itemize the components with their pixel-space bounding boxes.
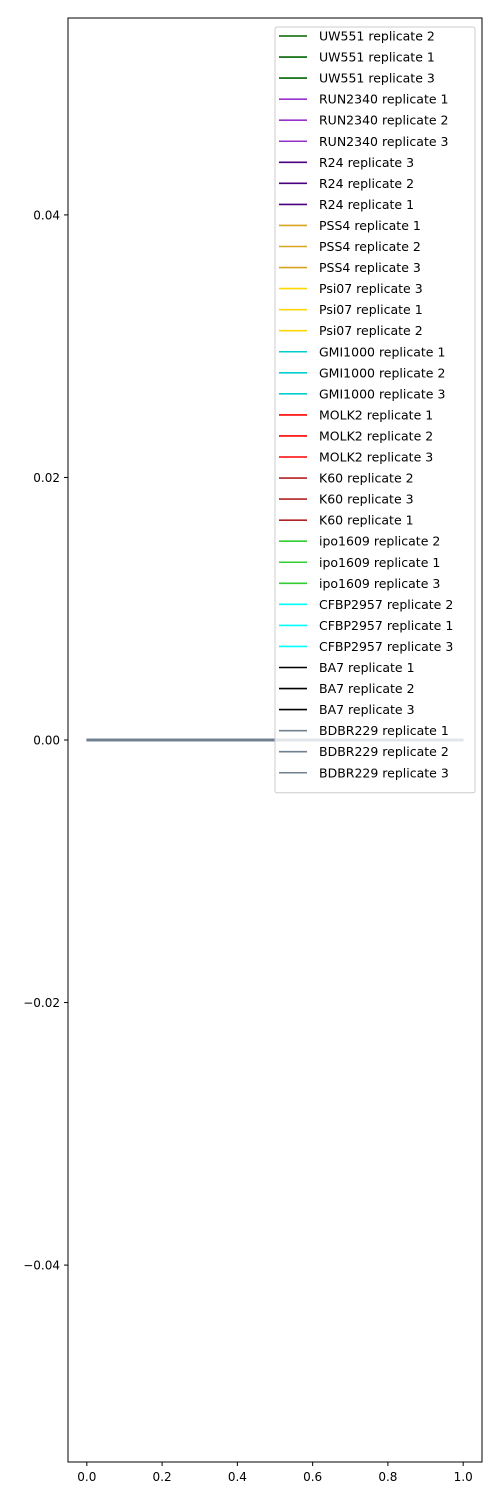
- legend-label: UW551 replicate 3: [319, 71, 435, 86]
- x-tick-label: 1.0: [454, 1470, 473, 1484]
- y-tick-label: −0.02: [23, 996, 60, 1010]
- legend-label: BA7 replicate 2: [319, 681, 415, 696]
- legend-label: R24 replicate 1: [319, 197, 414, 212]
- legend-label: RUN2340 replicate 2: [319, 113, 448, 128]
- legend: UW551 replicate 2 UW551 replicate 1 UW551 …: [274, 26, 476, 794]
- legend-label: BA7 replicate 1: [319, 660, 415, 675]
- legend-label: CFBP2957 replicate 1: [319, 618, 453, 633]
- y-tick-label: 0.02: [33, 471, 60, 485]
- x-axis-ticks: 0.0 0.2 0.4 0.6 0.8 1.0: [77, 1462, 473, 1484]
- x-tick-label: 0.8: [378, 1470, 397, 1484]
- legend-label: ipo1609 replicate 1: [319, 555, 440, 570]
- legend-label: K60 replicate 1: [319, 513, 414, 528]
- legend-label: BDBR229 replicate 2: [319, 744, 449, 759]
- legend-label: ipo1609 replicate 2: [319, 534, 440, 549]
- legend-label: R24 replicate 3: [319, 155, 414, 170]
- y-tick-label: −0.04: [23, 1259, 60, 1273]
- y-axis-ticks: −0.04 −0.02 0.00 0.02 0.04: [23, 208, 68, 1273]
- legend-box: [274, 26, 476, 794]
- legend-label: ipo1609 replicate 3: [319, 576, 440, 591]
- x-tick-label: 0.6: [303, 1470, 322, 1484]
- legend-label: BDBR229 replicate 1: [319, 723, 449, 738]
- legend-label: RUN2340 replicate 1: [319, 92, 448, 107]
- legend-label: Psi07 replicate 3: [319, 281, 423, 296]
- legend-label: Psi07 replicate 2: [319, 323, 423, 338]
- x-tick-label: 0.0: [77, 1470, 96, 1484]
- legend-label: MOLK2 replicate 3: [319, 450, 433, 465]
- legend-label: K60 replicate 3: [319, 492, 414, 507]
- legend-label: GMI1000 replicate 1: [319, 344, 445, 359]
- y-tick-label: 0.00: [33, 734, 60, 748]
- legend-label: UW551 replicate 1: [319, 50, 435, 65]
- legend-label: UW551 replicate 2: [319, 29, 435, 44]
- x-tick-label: 0.2: [153, 1470, 172, 1484]
- legend-label: BDBR229 replicate 3: [319, 765, 449, 780]
- legend-label: MOLK2 replicate 2: [319, 428, 433, 443]
- legend-label: Psi07 replicate 1: [319, 302, 423, 317]
- legend-label: PSS4 replicate 3: [319, 260, 421, 275]
- legend-label: R24 replicate 2: [319, 176, 414, 191]
- legend-label: GMI1000 replicate 2: [319, 365, 445, 380]
- legend-label: GMI1000 replicate 3: [319, 386, 445, 401]
- x-tick-label: 0.4: [228, 1470, 247, 1484]
- y-tick-label: 0.04: [33, 208, 60, 222]
- legend-label: CFBP2957 replicate 2: [319, 597, 453, 612]
- legend-label: PSS4 replicate 2: [319, 239, 421, 254]
- legend-label: CFBP2957 replicate 3: [319, 639, 453, 654]
- legend-label: MOLK2 replicate 1: [319, 407, 433, 422]
- legend-label: BA7 replicate 3: [319, 702, 415, 717]
- legend-label: PSS4 replicate 1: [319, 218, 421, 233]
- legend-label: RUN2340 replicate 3: [319, 134, 448, 149]
- legend-label: K60 replicate 2: [319, 471, 414, 486]
